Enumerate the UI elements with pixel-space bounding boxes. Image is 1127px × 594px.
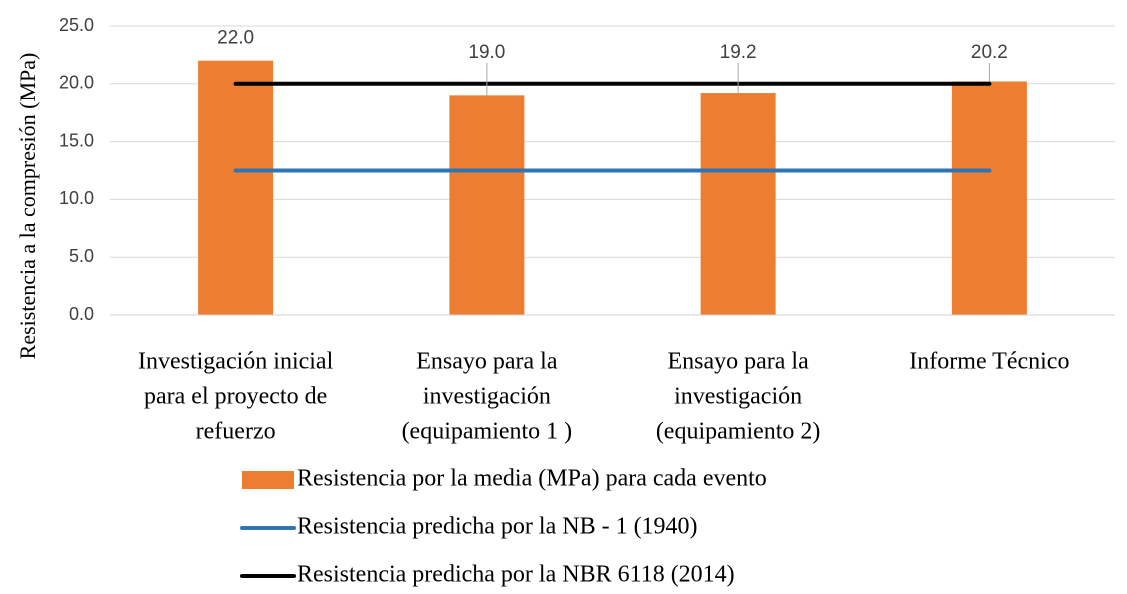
bar [449, 95, 525, 315]
x-category-label: investigación [423, 384, 551, 410]
y-axis-ticks: 0.0 5.0 10.0 15.0 20.0 25.0 [59, 15, 94, 324]
x-category-label: investigación [674, 384, 802, 410]
y-tick-label: 0.0 [69, 304, 94, 324]
y-tick-label: 10.0 [59, 188, 94, 208]
legend-label: Resistencia predicha por la NBR 6118 (20… [297, 562, 735, 588]
y-tick-label: 25.0 [59, 15, 94, 35]
y-tick-label: 20.0 [59, 73, 94, 93]
data-labels: 22.0 19.0 19.2 20.2 [217, 28, 1008, 96]
bars [198, 60, 1027, 316]
legend: Resistencia por la media (MPa) para cada… [240, 466, 767, 588]
data-label: 20.2 [971, 42, 1008, 63]
bar [198, 60, 274, 316]
x-category-label: Ensayo para la [667, 349, 809, 375]
bar [700, 93, 776, 315]
x-axis-categories: Investigación inicial para el proyecto de… [138, 349, 1069, 445]
x-category-label: (equipamiento 1 ) [402, 419, 573, 445]
y-tick-label: 5.0 [69, 246, 94, 266]
legend-label: Resistencia por la media (MPa) para cada… [297, 466, 767, 492]
data-label: 19.0 [468, 42, 505, 63]
legend-label: Resistencia predicha por la NB - 1 (1940… [297, 514, 698, 540]
bar [951, 81, 1027, 315]
data-label: 19.2 [720, 42, 757, 63]
x-category-label: Informe Técnico [909, 349, 1069, 375]
reference-lines [233, 81, 992, 173]
data-label: 22.0 [217, 28, 254, 49]
x-category-label: refuerzo [196, 419, 276, 445]
x-category-label: Investigación inicial [138, 349, 334, 375]
legend-swatch [242, 471, 294, 489]
x-category-label: (equipamiento 2) [656, 419, 821, 445]
y-axis-title: Resistencia a la compresión (MPa) [15, 53, 40, 360]
x-category-label: para el proyecto de [144, 384, 327, 410]
x-category-label: Ensayo para la [416, 349, 558, 375]
y-tick-label: 15.0 [59, 130, 94, 150]
